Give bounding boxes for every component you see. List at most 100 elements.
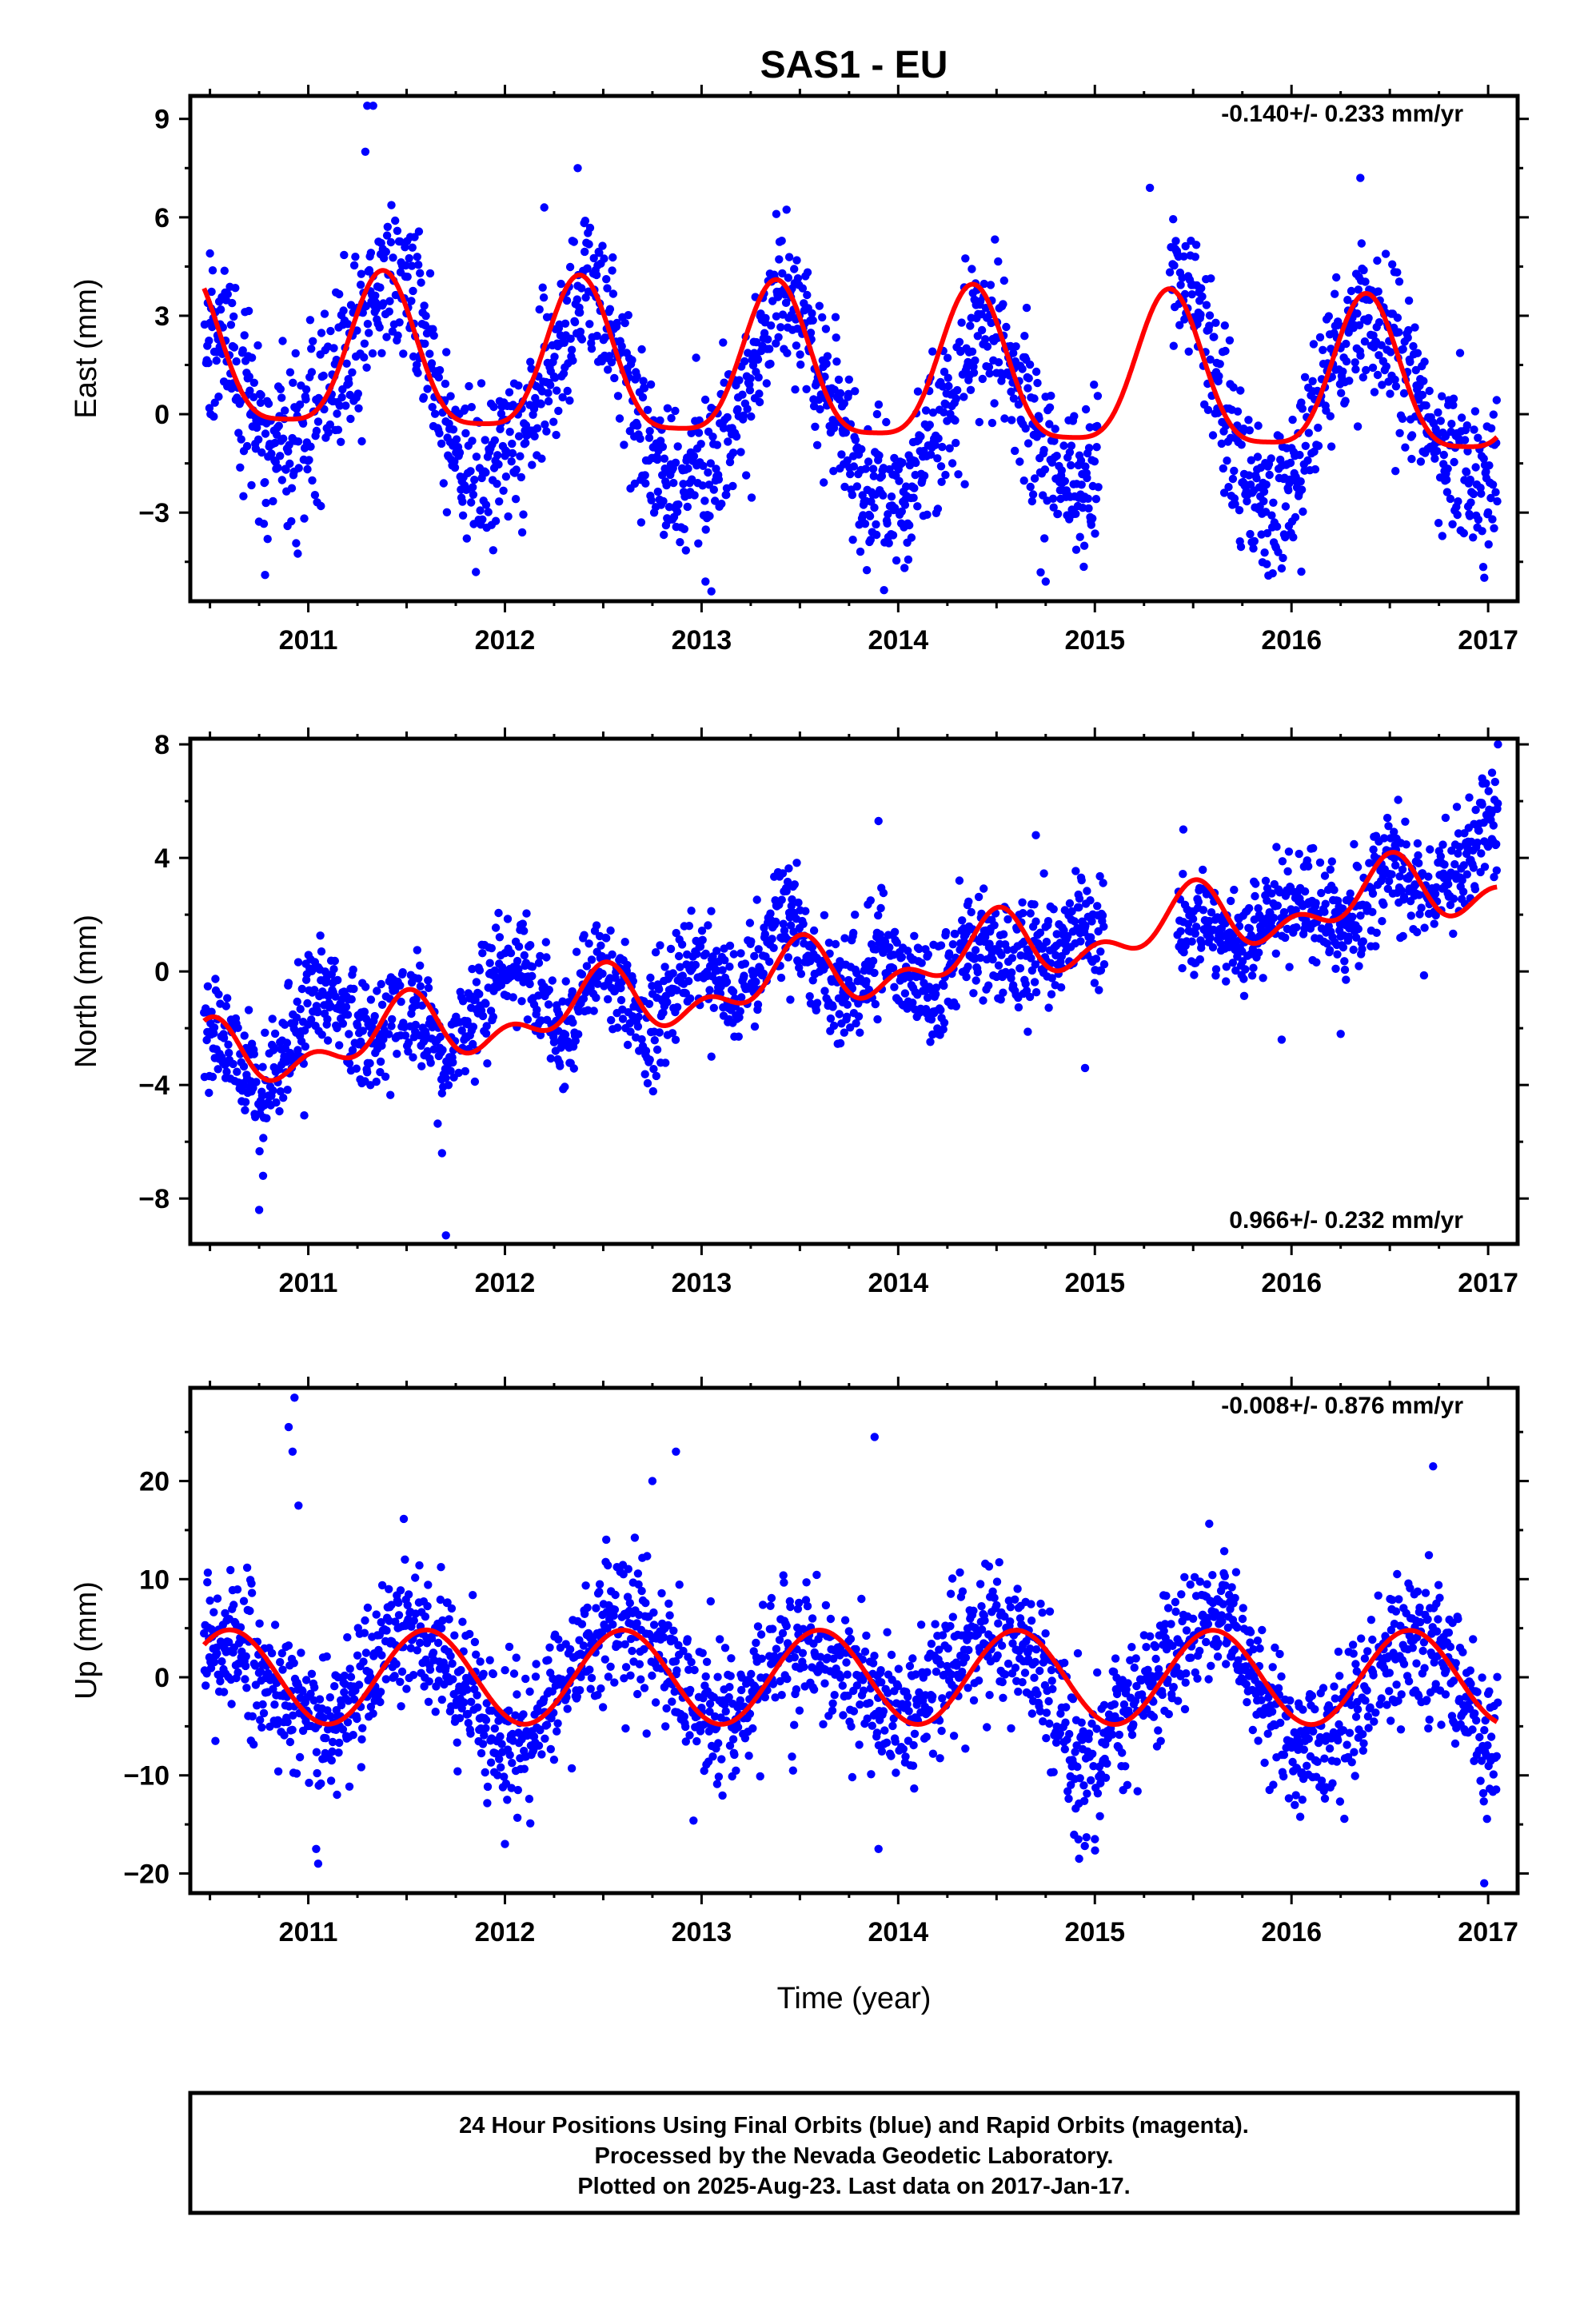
final-orbit-point xyxy=(728,482,736,490)
final-orbit-point xyxy=(397,1586,405,1594)
final-orbit-point xyxy=(1071,867,1079,875)
final-orbit-point xyxy=(526,941,534,949)
y-tick-label: 6 xyxy=(154,203,170,233)
final-orbit-point xyxy=(495,497,503,505)
x-tick-label: 2011 xyxy=(279,1268,338,1298)
final-orbit-point xyxy=(1320,908,1328,916)
y-tick-label: −4 xyxy=(138,1070,170,1101)
final-orbit-point xyxy=(303,999,311,1007)
final-orbit-point xyxy=(241,1662,249,1670)
final-orbit-point xyxy=(1450,395,1458,403)
final-orbit-point xyxy=(768,935,776,943)
final-orbit-point xyxy=(1410,323,1418,331)
final-orbit-point xyxy=(426,1665,434,1673)
final-orbit-point xyxy=(429,1648,437,1656)
final-orbit-point xyxy=(1088,514,1096,522)
final-orbit-point xyxy=(1207,274,1215,282)
final-orbit-point xyxy=(747,937,755,945)
final-orbit-point xyxy=(1408,431,1416,439)
final-orbit-point xyxy=(209,413,217,421)
final-orbit-point xyxy=(1099,879,1107,887)
final-orbit-point xyxy=(1374,371,1382,379)
final-orbit-point xyxy=(951,417,959,425)
final-orbit-point xyxy=(477,1749,485,1757)
final-orbit-point xyxy=(602,934,610,942)
final-orbit-point xyxy=(1016,964,1024,972)
final-orbit-point xyxy=(1215,372,1223,380)
final-orbit-point xyxy=(262,1114,270,1122)
y-tick-label: 8 xyxy=(154,730,170,760)
final-orbit-point xyxy=(224,290,232,298)
final-orbit-point xyxy=(686,995,694,1003)
final-orbit-point xyxy=(1209,943,1217,951)
final-orbit-point xyxy=(1000,277,1008,285)
final-orbit-point xyxy=(259,1134,267,1142)
final-orbit-point xyxy=(1292,923,1300,931)
final-orbit-point xyxy=(652,948,660,956)
x-tick-label: 2015 xyxy=(1064,625,1125,656)
final-orbit-point xyxy=(514,1786,522,1794)
final-orbit-point xyxy=(895,477,903,485)
final-orbit-point xyxy=(1347,890,1355,898)
final-orbit-point xyxy=(1340,957,1348,965)
final-orbit-point xyxy=(451,464,459,472)
final-orbit-point xyxy=(1092,495,1100,503)
final-orbit-point xyxy=(928,348,936,356)
final-orbit-point xyxy=(669,969,677,977)
final-orbit-point xyxy=(914,388,922,396)
final-orbit-point xyxy=(639,393,647,401)
final-orbit-point xyxy=(1282,502,1290,510)
final-orbit-point xyxy=(1230,886,1238,894)
final-orbit-point xyxy=(873,1015,881,1023)
final-orbit-point xyxy=(329,965,337,973)
final-orbit-point xyxy=(643,1552,651,1560)
final-orbit-point xyxy=(1392,382,1400,390)
final-orbit-point xyxy=(480,1731,488,1739)
final-orbit-point xyxy=(561,320,569,328)
final-orbit-point xyxy=(259,1172,267,1180)
final-orbit-point xyxy=(916,433,924,440)
final-orbit-point xyxy=(233,1668,241,1676)
final-orbit-point xyxy=(1351,365,1359,373)
final-orbit-point xyxy=(568,346,576,354)
final-orbit-point xyxy=(1438,840,1446,848)
final-orbit-point xyxy=(892,556,900,564)
final-orbit-point xyxy=(341,401,349,409)
final-orbit-point xyxy=(1470,490,1478,498)
final-orbit-point xyxy=(634,1022,642,1030)
final-orbit-point xyxy=(1471,463,1479,471)
final-orbit-point xyxy=(872,520,880,528)
final-orbit-point xyxy=(345,1030,353,1038)
final-orbit-point xyxy=(1420,923,1428,931)
final-orbit-point xyxy=(656,1028,664,1036)
final-orbit-point xyxy=(1461,436,1469,444)
final-orbit-point xyxy=(1033,379,1041,387)
final-orbit-point xyxy=(211,1737,219,1745)
final-orbit-point xyxy=(1469,533,1477,541)
final-orbit-point xyxy=(316,931,324,939)
final-orbit-point xyxy=(382,1675,390,1683)
final-orbit-point xyxy=(667,414,675,422)
final-orbit-point xyxy=(313,1008,321,1016)
final-orbit-point xyxy=(616,414,624,422)
final-orbit-point xyxy=(585,240,592,248)
final-orbit-point xyxy=(816,302,824,310)
final-orbit-point xyxy=(643,1729,651,1737)
final-orbit-point xyxy=(1023,304,1031,312)
final-orbit-point xyxy=(1274,902,1282,910)
final-orbit-point xyxy=(1221,321,1229,329)
final-orbit-point xyxy=(1100,960,1108,968)
final-orbit-point xyxy=(261,429,269,437)
final-orbit-point xyxy=(596,1581,604,1589)
final-orbit-point xyxy=(1414,859,1422,867)
final-orbit-point xyxy=(862,977,870,985)
final-orbit-point xyxy=(1227,897,1235,905)
final-orbit-point xyxy=(626,1599,634,1607)
final-orbit-point xyxy=(564,1704,572,1712)
final-orbit-point xyxy=(1284,486,1292,494)
final-orbit-point xyxy=(484,1783,492,1791)
final-orbit-point xyxy=(330,1682,338,1690)
final-orbit-point xyxy=(486,959,494,967)
final-orbit-point xyxy=(1015,457,1023,465)
final-orbit-point xyxy=(851,911,859,919)
